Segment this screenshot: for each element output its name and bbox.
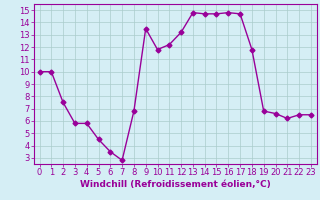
X-axis label: Windchill (Refroidissement éolien,°C): Windchill (Refroidissement éolien,°C) [80, 180, 271, 189]
